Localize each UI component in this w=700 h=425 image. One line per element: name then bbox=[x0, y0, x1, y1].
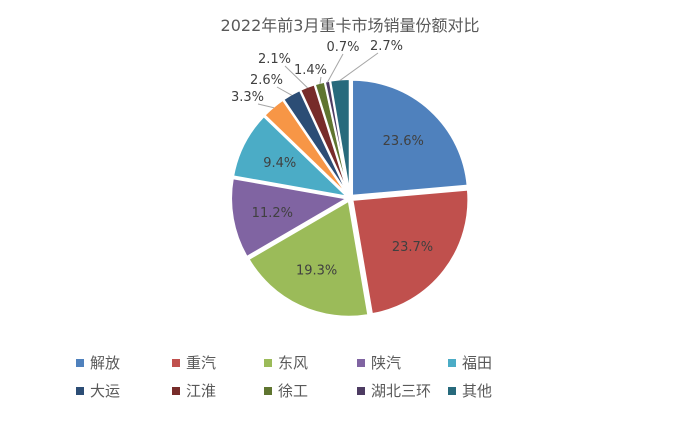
legend-swatch bbox=[357, 387, 365, 395]
pie-slice-解放 bbox=[351, 78, 469, 197]
leader-line bbox=[257, 103, 275, 109]
legend-item-其他: 其他 bbox=[462, 382, 492, 400]
legend-item-徐工: 徐工 bbox=[278, 382, 308, 400]
legend-swatch bbox=[264, 359, 272, 367]
legend-item-福田: 福田 bbox=[462, 354, 492, 372]
data-label: 23.6% bbox=[383, 134, 424, 149]
pie-slice-东风 bbox=[247, 199, 370, 318]
legend-item-解放: 解放 bbox=[90, 354, 120, 372]
data-label: 9.4% bbox=[263, 156, 296, 171]
leader-line bbox=[339, 52, 379, 81]
legend-swatch bbox=[448, 387, 456, 395]
data-label: 0.7% bbox=[326, 40, 359, 55]
legend-swatch bbox=[172, 359, 180, 367]
legend-swatch bbox=[76, 387, 84, 395]
legend-item-大运: 大运 bbox=[90, 382, 120, 400]
pie-slice-其他 bbox=[329, 78, 351, 196]
legend-swatch bbox=[76, 359, 84, 367]
leader-line bbox=[319, 76, 322, 84]
pie-slice-陕汽 bbox=[230, 177, 350, 259]
legend-swatch bbox=[357, 359, 365, 367]
legend-item-陕汽: 陕汽 bbox=[371, 354, 401, 372]
leader-line bbox=[327, 53, 344, 83]
legend-swatch bbox=[264, 387, 272, 395]
legend-swatch bbox=[172, 387, 180, 395]
data-label: 3.3% bbox=[231, 90, 264, 105]
legend-item-重汽: 重汽 bbox=[186, 354, 216, 372]
leader-line bbox=[284, 65, 308, 89]
chart-title: 2022年前3月重卡市场销量份额对比 bbox=[221, 16, 480, 35]
legend-item-湖北三环: 湖北三环 bbox=[371, 382, 431, 400]
data-label: 23.7% bbox=[392, 240, 433, 255]
pie-slice-重汽 bbox=[351, 188, 470, 316]
legend-item-江淮: 江淮 bbox=[186, 382, 216, 400]
data-label: 2.7% bbox=[370, 39, 403, 54]
data-label: 2.6% bbox=[250, 73, 283, 88]
legend-item-东风: 东风 bbox=[278, 354, 308, 372]
legend-swatch bbox=[448, 359, 456, 367]
data-label: 1.4% bbox=[294, 63, 327, 78]
pie-slice-福田 bbox=[231, 114, 351, 199]
data-label: 11.2% bbox=[252, 206, 293, 221]
leader-line bbox=[276, 86, 293, 96]
data-label: 2.1% bbox=[258, 52, 291, 67]
data-label: 19.3% bbox=[296, 263, 337, 278]
